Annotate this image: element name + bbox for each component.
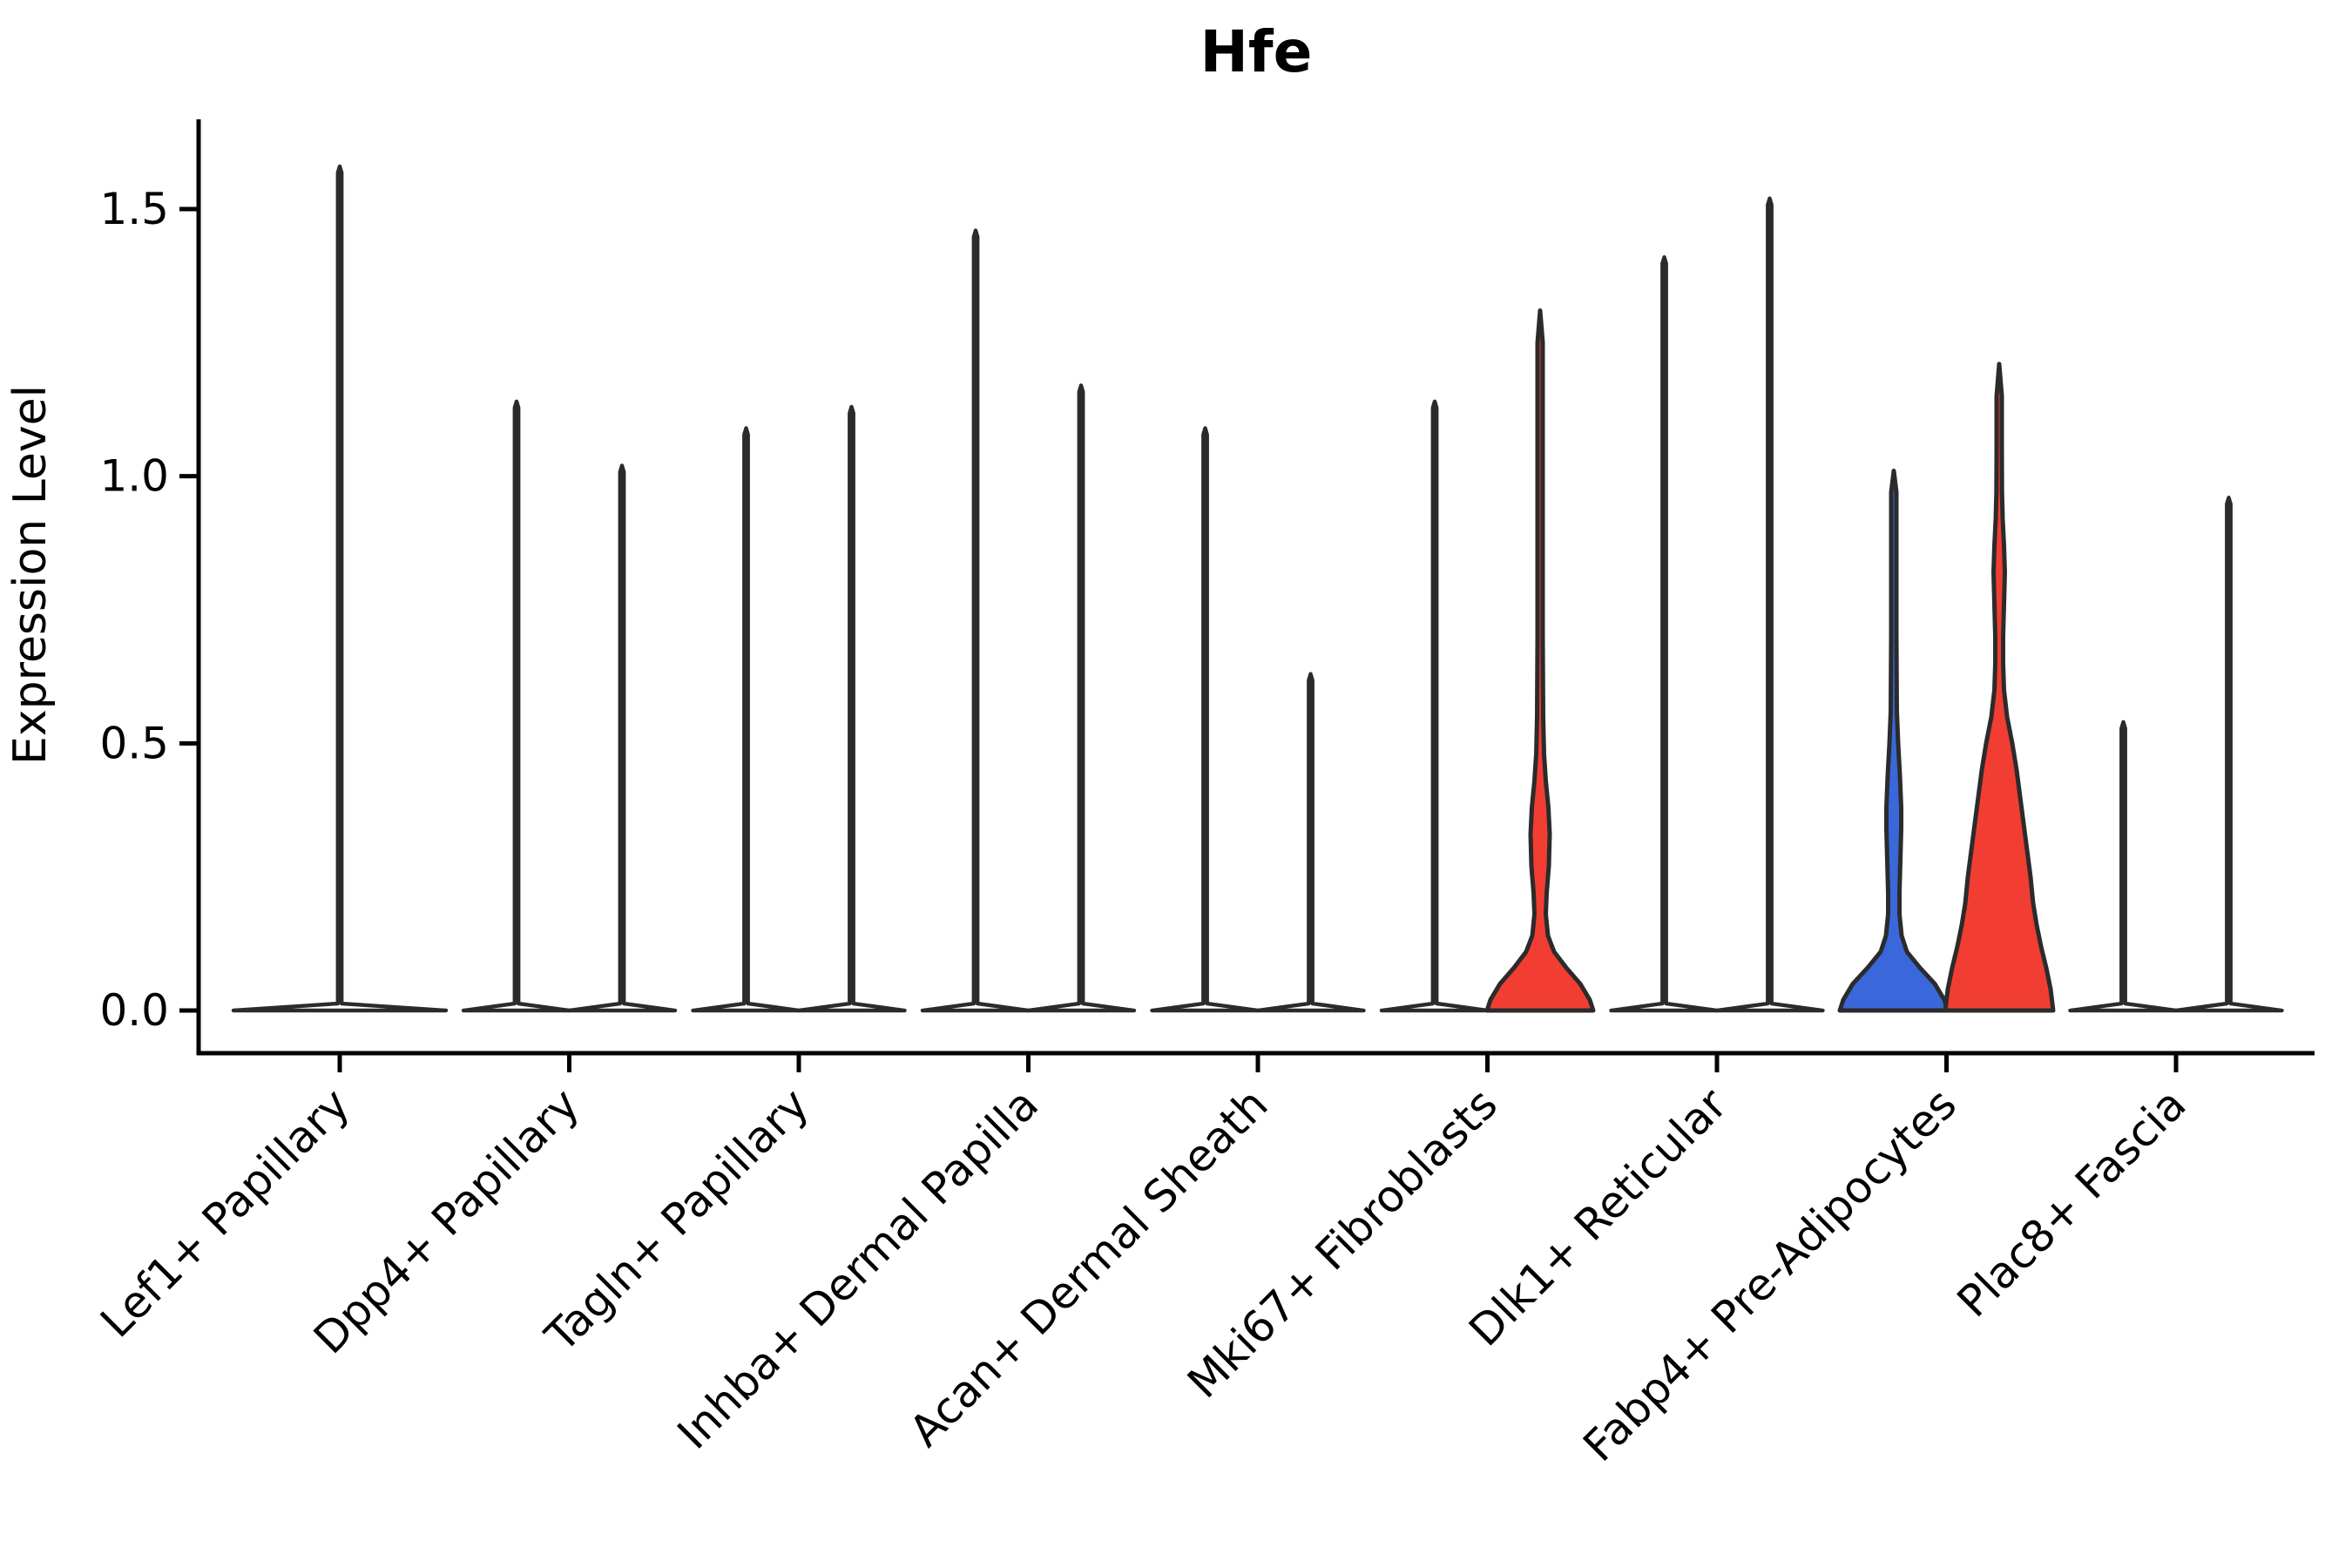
violin-fabp4-pre-adipocytes-left	[1837, 469, 1950, 1013]
violin-inhba-dermal-papilla-left	[920, 228, 1031, 1013]
violin-dlk1-reticular-right	[1714, 196, 1825, 1013]
violin-mki67-fibroblasts-right	[1484, 308, 1596, 1013]
violin-inhba-dermal-papilla-right	[1025, 383, 1137, 1013]
y-tick-label: 0.5	[99, 718, 169, 768]
x-tick-label: Plac8+ Fascia	[1948, 1078, 2196, 1327]
violin-tagln-papillary-right	[796, 404, 907, 1013]
violin-acan-dermal-sheath-left	[1150, 426, 1260, 1013]
x-tick-label: Lef1+ Papillary	[91, 1078, 359, 1347]
violin-fabp4-pre-adipocytes-right	[1943, 362, 2056, 1013]
y-tick-label: 0.0	[99, 985, 169, 1036]
violin-plac8-fascia-left	[2068, 720, 2179, 1013]
violin-dlk1-reticular-left	[1609, 255, 1720, 1013]
violins-layer	[231, 164, 2284, 1013]
y-axis-label: Expression Level	[4, 385, 57, 765]
violin-dpp4-papillary-left	[461, 399, 572, 1013]
violin-lef1-papillary-center	[231, 164, 449, 1013]
violin-dpp4-papillary-right	[566, 463, 678, 1013]
y-tick-label: 1.5	[99, 184, 169, 234]
y-tick-label: 1.0	[99, 451, 169, 502]
violin-acan-dermal-sheath-right	[1255, 672, 1366, 1013]
violin-tagln-papillary-left	[691, 426, 801, 1013]
violin-mki67-fibroblasts-left	[1379, 399, 1490, 1013]
chart-title: Hfe	[1200, 18, 1313, 85]
violin-plac8-fascia-right	[2173, 496, 2284, 1013]
x-tick-label: Fabp4+ Pre-Adipocytes	[1573, 1078, 1966, 1471]
